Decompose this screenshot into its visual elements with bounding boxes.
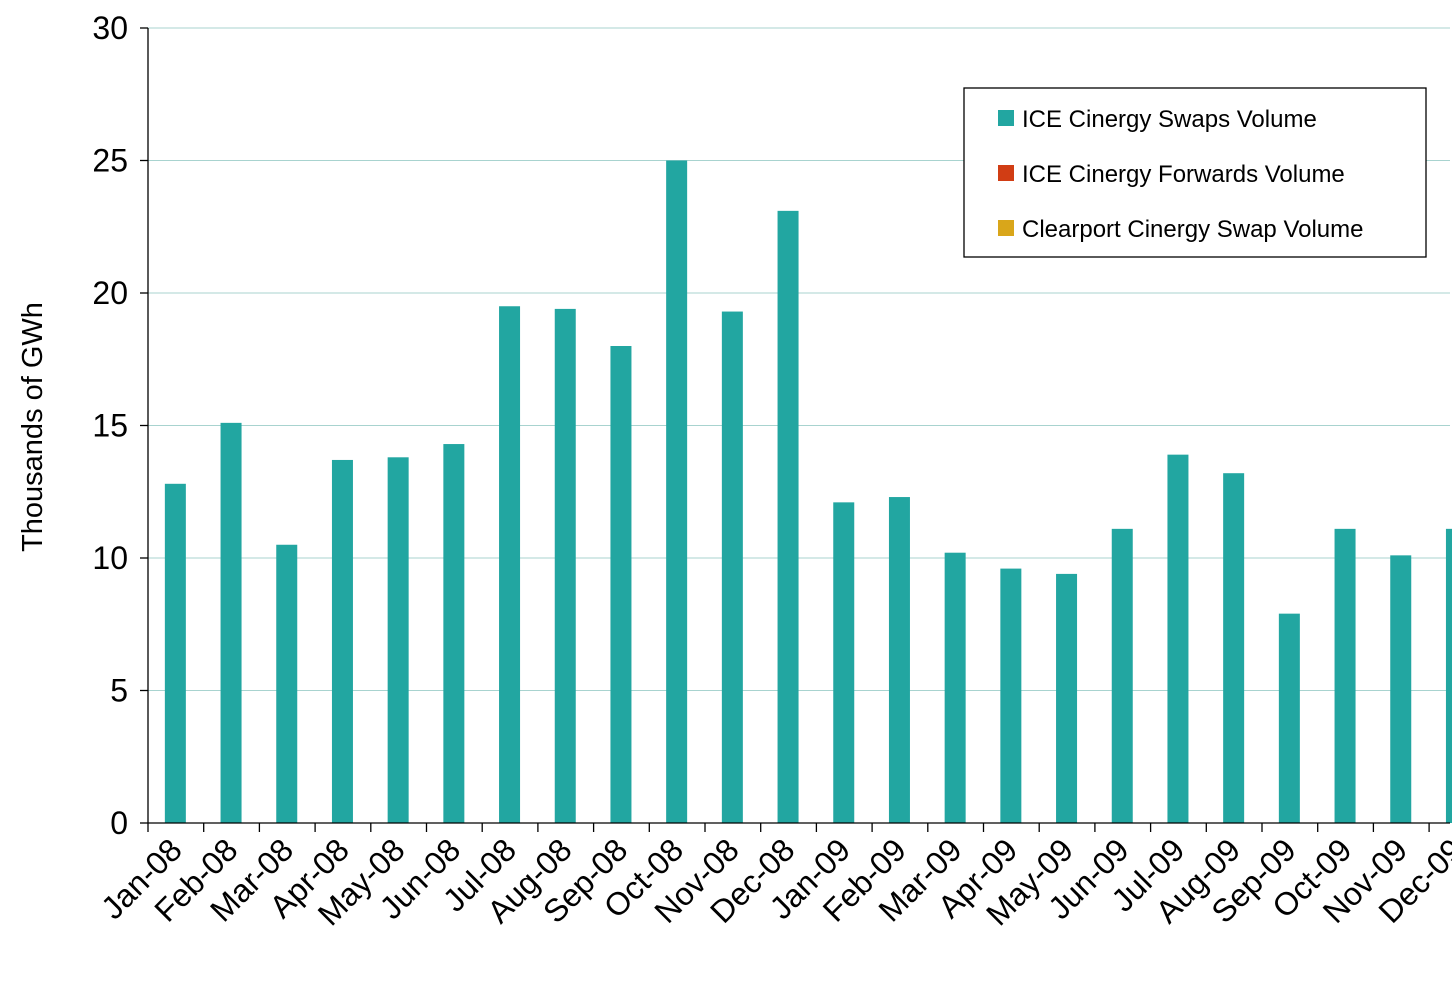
y-tick-label: 0: [110, 805, 128, 841]
bar-jan-09: [833, 502, 855, 823]
bar-nov-08: [721, 311, 743, 823]
bar-may-08: [387, 457, 409, 823]
bar-jun-08: [443, 444, 465, 823]
bar-jan-08: [164, 483, 186, 823]
bar-feb-09: [888, 497, 910, 823]
bar-dec-09: [1445, 528, 1452, 823]
bar-dec-08: [777, 210, 799, 824]
bar-oct-09: [1334, 528, 1356, 823]
legend-label: ICE Cinergy Forwards Volume: [1022, 161, 1345, 188]
bar-oct-08: [666, 160, 688, 823]
bar-jul-09: [1167, 454, 1189, 823]
legend-swatch: [998, 165, 1014, 181]
bar-mar-08: [276, 544, 298, 823]
legend-label: ICE Cinergy Swaps Volume: [1022, 106, 1317, 133]
bar-aug-08: [554, 308, 576, 823]
bar-may-09: [1056, 573, 1078, 823]
y-tick-label: 5: [110, 673, 128, 709]
bar-sep-08: [610, 346, 632, 823]
y-tick-label: 20: [92, 275, 128, 311]
bar-sep-09: [1278, 613, 1300, 823]
legend: ICE Cinergy Swaps Volume ICE Cinergy Forw…: [963, 87, 1427, 258]
y-tick-label: 25: [92, 143, 128, 179]
bar-mar-09: [944, 552, 966, 823]
y-tick-label: 30: [92, 10, 128, 46]
bar-jun-09: [1111, 528, 1133, 823]
bar-feb-08: [220, 422, 242, 823]
legend-swatch: [998, 110, 1014, 126]
legend-box: [963, 87, 1427, 258]
bar-aug-09: [1223, 473, 1245, 823]
x-axis: Jan-08Feb-08Mar-08Apr-08May-08Jun-08Jul-…: [94, 822, 1452, 932]
y-tick-label: 15: [92, 408, 128, 444]
bar-nov-09: [1390, 555, 1412, 823]
y-axis-title: Thousands of GWh: [17, 302, 49, 552]
bar-apr-08: [331, 459, 353, 823]
bar-apr-09: [1000, 568, 1022, 823]
legend-swatch: [998, 220, 1014, 236]
y-tick-label: 10: [92, 540, 128, 576]
legend-label: Clearport Cinergy Swap Volume: [1022, 216, 1364, 243]
y-axis: 0 5 10 15 20 25 30: [92, 10, 149, 841]
bar-jul-08: [499, 306, 521, 823]
bars: [164, 160, 1452, 824]
